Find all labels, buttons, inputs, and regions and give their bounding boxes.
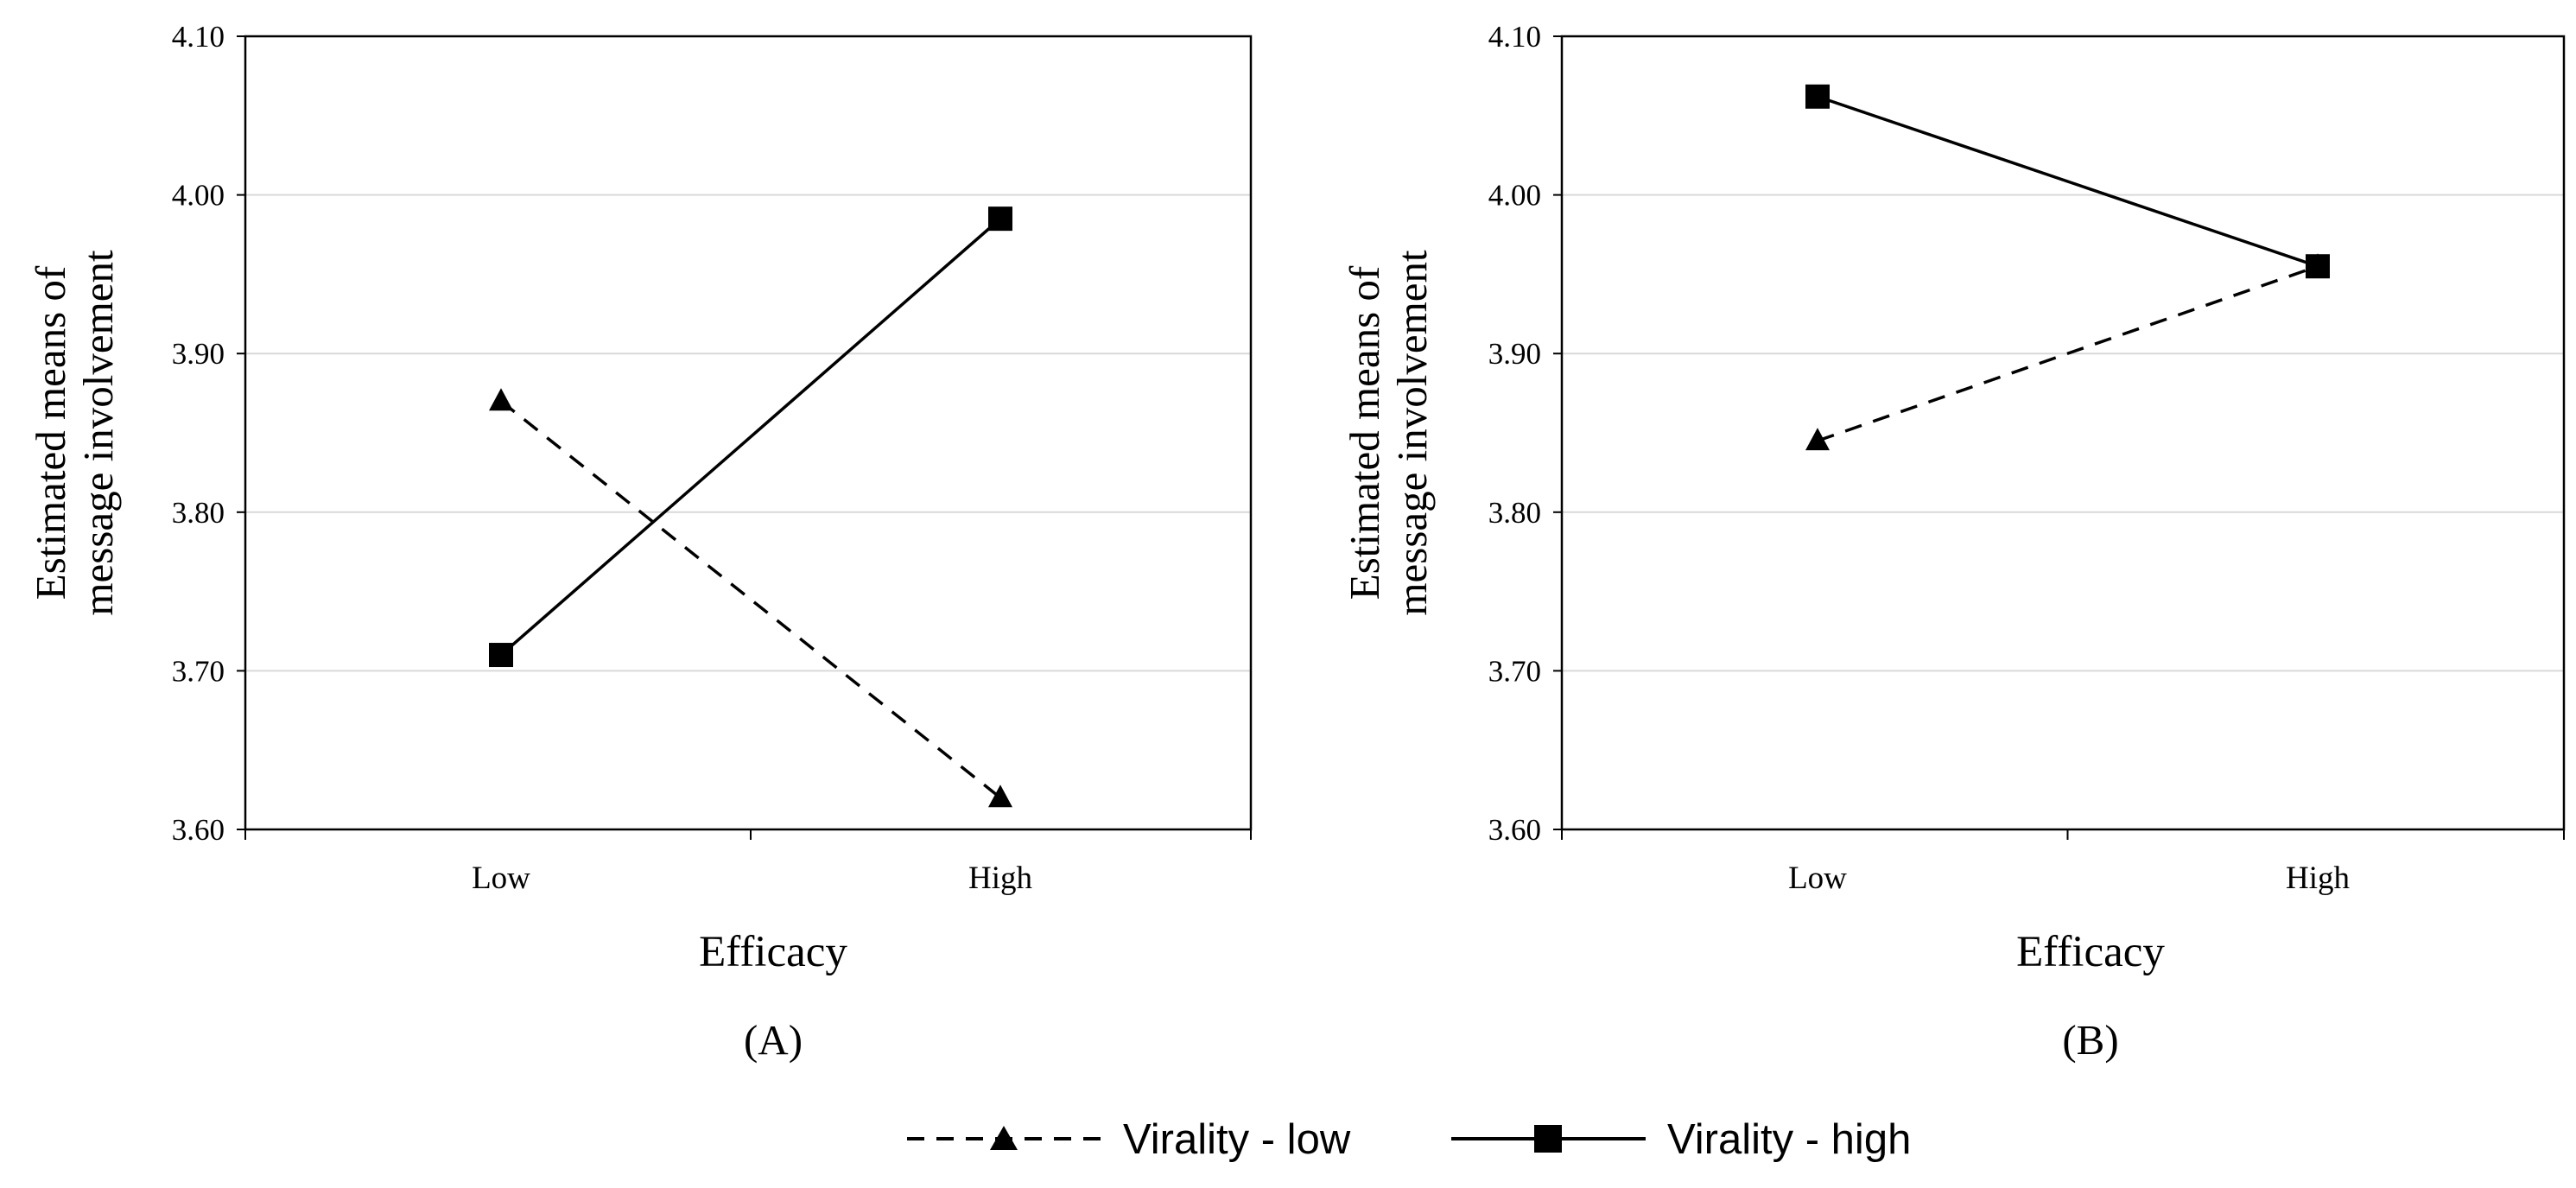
data-point-triangle — [489, 388, 513, 411]
series-line-virality-high — [499, 217, 1002, 657]
y-tick-label: 3.80 — [172, 496, 225, 530]
y-tick-label: 3.60 — [1488, 813, 1541, 847]
series-line-virality-high — [1817, 95, 2319, 268]
y-tick-label: 3.80 — [1488, 496, 1541, 530]
legend-marker-square — [1534, 1125, 1562, 1153]
chart-panel-a: 3.60 3.70 3.80 3.90 4.00 4.10 Low High Efficacy E… — [27, 20, 1253, 1064]
x-tick-label: High — [968, 861, 1033, 896]
y-axis-title: Estimated means of — [27, 265, 74, 600]
data-point-square — [1805, 84, 1830, 109]
y-axis-title: Estimated means of — [1341, 265, 1388, 600]
plot-frame — [1560, 35, 2566, 831]
data-point-square — [2306, 254, 2330, 279]
series-line-virality-low — [1817, 264, 2319, 442]
y-axis-title: message involvement — [74, 250, 122, 616]
y-tick-label: 4.00 — [172, 179, 225, 213]
panel-label: (B) — [2062, 1016, 2118, 1064]
legend-label-virality-high: Virality - high — [1667, 1116, 1911, 1163]
y-tick-label: 4.00 — [1488, 179, 1541, 213]
data-point-square — [489, 643, 513, 668]
x-axis-title: Efficacy — [2016, 928, 2165, 976]
y-axis-title: message involvement — [1388, 250, 1436, 616]
chart-panel-b: 3.60 3.70 3.80 3.90 4.00 4.10 Low High Efficacy E… — [1341, 20, 2566, 1064]
x-tick-label: Low — [1788, 861, 1847, 896]
x-tick-label: Low — [472, 861, 530, 896]
y-tick-label: 3.90 — [172, 337, 225, 371]
y-tick-label: 4.10 — [172, 20, 225, 54]
series-line-virality-low — [499, 399, 1002, 799]
legend: Virality - low Virality - high — [907, 1116, 1911, 1163]
legend-marker-triangle — [990, 1126, 1018, 1150]
y-tick-label: 3.70 — [1488, 654, 1541, 688]
data-point-triangle — [988, 785, 1012, 808]
panel-label: (A) — [744, 1016, 803, 1064]
y-tick-label: 3.70 — [172, 654, 225, 688]
legend-label-virality-low: Virality - low — [1123, 1116, 1351, 1163]
plot-frame — [244, 35, 1253, 831]
y-tick-label: 3.90 — [1488, 337, 1541, 371]
y-tick-label: 4.10 — [1488, 20, 1541, 54]
x-axis-title: Efficacy — [699, 928, 847, 976]
data-point-triangle — [1805, 428, 1830, 451]
x-tick-label: High — [2286, 861, 2351, 896]
y-tick-label: 3.60 — [172, 813, 225, 847]
data-point-square — [988, 206, 1012, 232]
